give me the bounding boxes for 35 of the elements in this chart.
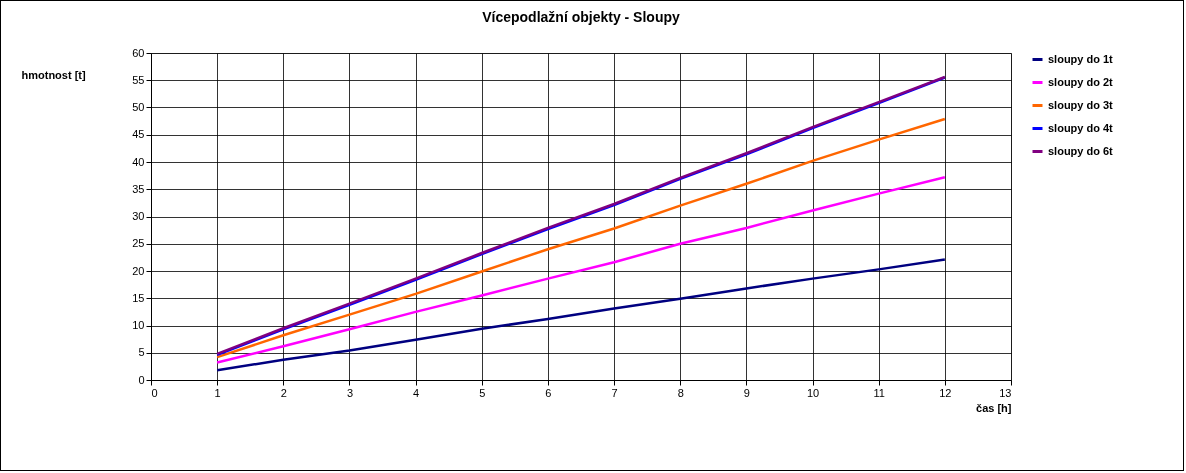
x-tick-label: 8: [677, 386, 684, 399]
x-tick-label: 3: [346, 386, 354, 399]
x-tick-label: 12: [939, 386, 952, 399]
y-tick-label: 35: [132, 182, 145, 195]
x-tick-label: 0: [151, 386, 158, 399]
x-tick-label: 11: [873, 386, 885, 399]
legend-label: sloupy do 3t: [1048, 98, 1114, 111]
x-axis-title: čas [h]: [976, 401, 1012, 414]
y-tick-label: 50: [132, 101, 145, 113]
y-tick-label: 20: [132, 264, 145, 277]
y-tick-label: 5: [138, 346, 145, 359]
x-tick-label: 7: [611, 386, 618, 399]
legend-label: sloupy do 2t: [1048, 75, 1114, 88]
y-tick-label: 55: [132, 73, 145, 86]
y-tick-label: 60: [132, 46, 145, 59]
x-tick-label: 9: [743, 386, 750, 399]
x-tick-label: 5: [479, 386, 486, 399]
legend-label: sloupy do 6t: [1048, 144, 1114, 157]
x-tick-label: 10: [806, 386, 820, 399]
legend-label: sloupy do 1t: [1048, 52, 1114, 65]
y-tick-label: 0: [138, 373, 145, 386]
y-tick-label: 25: [132, 237, 145, 250]
y-tick-label: 15: [132, 291, 145, 304]
y-tick-label: 45: [132, 128, 145, 141]
y-tick-label: 30: [132, 210, 145, 222]
y-tick-label: 10: [132, 319, 145, 331]
x-tick-label: 1: [214, 386, 221, 399]
x-tick-label: 13: [999, 386, 1012, 399]
x-tick-label: 6: [545, 386, 552, 399]
legend-label: sloupy do 4t: [1048, 121, 1114, 134]
y-tick-label: 40: [132, 155, 145, 168]
chart-title: Vícepodlažní objekty - Sloupy: [482, 9, 680, 25]
x-tick-label: 4: [413, 386, 420, 399]
y-axis-title: hmotnost [t]: [21, 68, 86, 81]
x-tick-label: 2: [280, 386, 287, 399]
